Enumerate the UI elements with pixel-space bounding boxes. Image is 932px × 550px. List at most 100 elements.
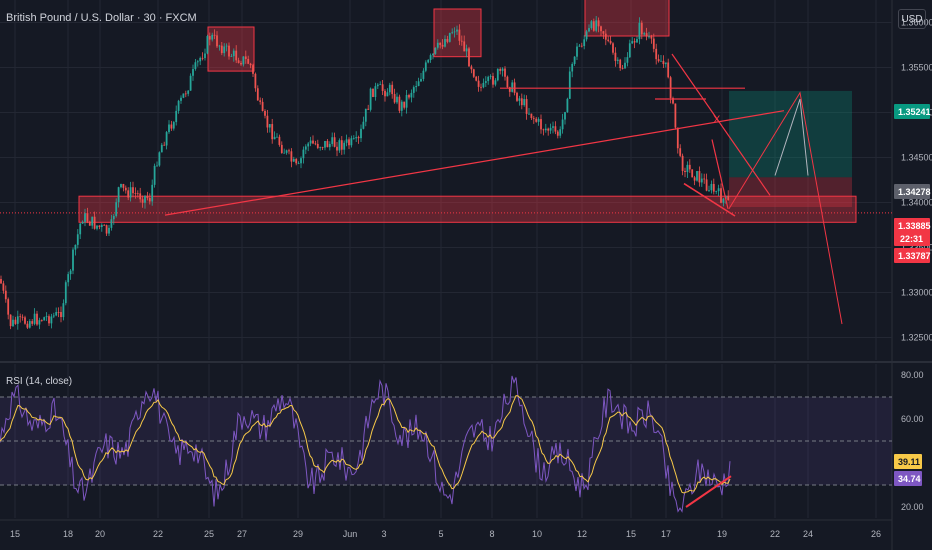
candle-body [285,150,288,153]
candle-body [405,95,408,108]
candle-body [595,20,598,31]
candle-body [242,56,245,65]
candle-body [441,44,444,47]
candle-body [566,98,569,113]
candle-body [528,113,530,115]
candle-body [511,82,514,92]
candle-body [292,158,295,162]
candle-body [189,75,192,91]
candle-body [261,101,264,111]
candle-body [304,146,307,150]
candle-body [170,124,173,129]
candle-body [470,66,473,70]
long-target-zone [729,90,852,178]
candle-body [43,317,46,321]
candle-body [254,73,257,89]
candle-body [79,223,82,235]
candle-body [9,314,12,327]
candle-body [52,315,55,317]
currency-button[interactable]: USD [898,9,926,29]
candle-body [400,101,403,111]
candle-body [312,140,314,144]
candle-body [182,93,185,98]
candle-body [252,65,254,74]
time-tick-label: 22 [770,529,780,539]
candle-body [564,112,566,120]
candle-body [393,94,396,103]
candle-body [88,221,91,226]
candle-body [484,81,487,83]
candle-body [463,41,466,52]
candle-body [220,45,223,54]
candle-body [333,137,336,147]
candle-body [28,321,31,328]
candle-body [132,187,134,194]
candle-body [381,84,384,91]
candle-body [612,43,614,53]
candle-body [331,137,334,144]
candle-body [652,38,655,49]
candle-body [667,62,670,78]
candle-body [578,45,581,47]
candle-body [508,87,511,92]
candle-body [448,33,451,42]
candle-body [655,48,658,60]
candle-body [460,40,463,42]
candle-body [556,131,559,136]
candle-body [64,282,67,304]
candle-body [172,122,175,129]
candle-body [230,56,233,57]
candle-body [520,98,523,106]
price-badge-timer: 22:31 [900,234,923,244]
annotation-lines: X [0,53,892,325]
candle-body [494,80,497,85]
candle-body [134,193,137,195]
candle-body [163,144,166,146]
candle-body [722,198,725,203]
candle-body [602,31,605,34]
candle-body [110,219,113,228]
candle-body [249,63,252,66]
candle-body [616,59,619,61]
candle-body [489,76,492,77]
candle-body [482,82,485,88]
time-tick-label: 22 [153,529,163,539]
price-tick-label: 1.35500 [901,63,932,73]
candle-body [153,165,156,185]
candle-body [705,179,708,191]
candle-body [396,96,398,103]
candle-body [456,29,458,32]
candle-body [62,303,65,318]
candle-body [487,76,490,82]
candle-body [122,184,125,188]
candle-body [540,119,542,130]
candle-body [432,53,434,56]
candle-body [516,92,518,101]
supply-zone [207,26,255,72]
candle-body [297,163,300,165]
candle-body [436,42,439,48]
candle-body [228,45,230,57]
price-badge-value: 1.33787 [898,251,931,261]
candle-body [640,22,643,35]
candle-body [636,39,638,43]
candlestick-series [0,16,730,330]
candle-body [693,177,696,181]
candle-body [324,140,326,148]
candle-body [554,126,557,132]
candle-body [715,191,718,192]
candle-body [444,39,446,47]
candle-body [600,26,602,32]
candle-body [271,124,274,140]
time-tick-label: 17 [661,529,671,539]
candle-body [177,100,180,111]
candle-body [681,155,684,171]
candle-body [465,48,468,52]
candle-body [19,316,22,318]
candle-body [33,313,36,324]
time-tick-label: 20 [95,529,105,539]
candle-body [218,45,221,47]
candle-body [336,146,338,151]
